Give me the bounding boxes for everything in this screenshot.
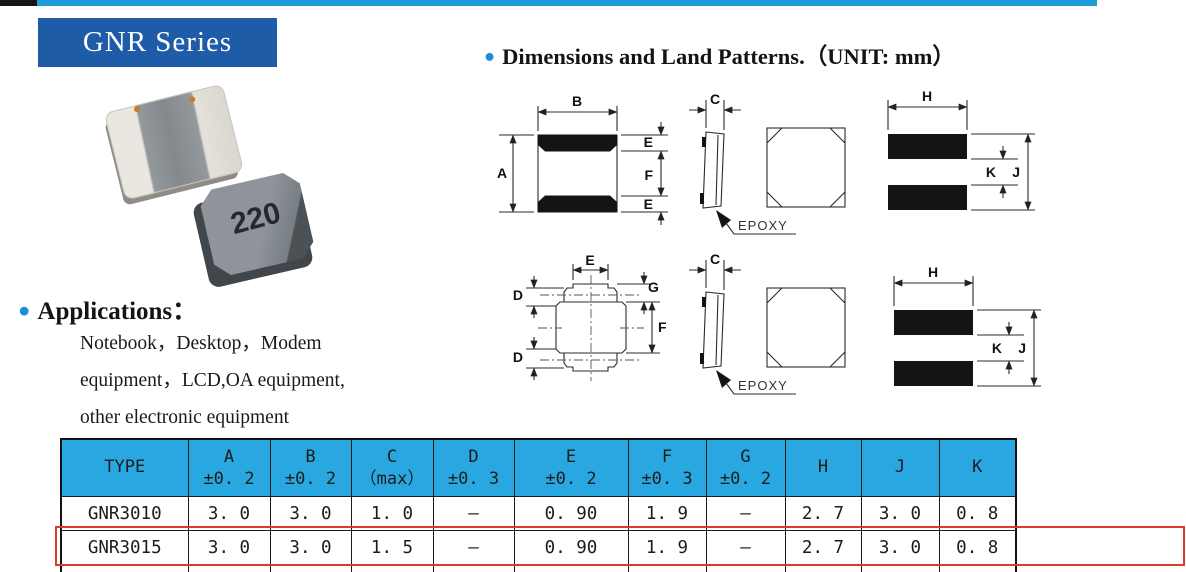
dimensions-heading-text: Dimensions and Land Patterns.（UNIT: mm） xyxy=(502,44,955,69)
dim-label-H: H xyxy=(922,88,932,104)
dim-label-G: G xyxy=(648,279,659,295)
solder-dot xyxy=(188,95,196,103)
col-header-j: J xyxy=(860,438,940,497)
col-header-c: C （max） xyxy=(350,438,434,497)
inductor-photo-bottom-view xyxy=(103,83,245,201)
cell-type: GNR3010 xyxy=(60,496,189,531)
applications-heading-text: Applications： xyxy=(37,298,198,325)
cell-type: GNR4018 xyxy=(60,564,189,572)
dim-label-J: J xyxy=(1012,164,1020,180)
series-title-box: GNR Series xyxy=(38,18,277,67)
col-header-k: K xyxy=(938,438,1017,497)
dimensions-heading: ● Dimensions and Land Patterns.（UNIT: mm） xyxy=(484,39,955,71)
dim-label-F: F xyxy=(644,167,653,183)
dim-label-F: F xyxy=(658,319,667,335)
col-header-type: TYPE xyxy=(60,438,189,497)
dim-label-D: D xyxy=(513,287,523,303)
dim-label-D: D xyxy=(513,349,523,365)
spec-table: TYPE A ±0. 2 B ±0. 2 C （max） D ±0. 3 E ±0. 2 … xyxy=(60,438,1017,572)
col-header-a: A ±0. 2 xyxy=(187,438,271,497)
front-view-drawing: B A E F E xyxy=(497,93,668,225)
applications-text: Notebook，Desktop，Modem equipment，LCD,OA … xyxy=(80,325,345,436)
bullet-icon: ● xyxy=(484,46,496,66)
applications-line: equipment，LCD,OA equipment, xyxy=(80,370,345,391)
dim-label-E: E xyxy=(585,252,594,268)
inductance-marking: 220 xyxy=(227,196,285,242)
dim-label-E: E xyxy=(644,134,653,150)
col-header-h: H xyxy=(784,438,862,497)
side-view-drawing-2 xyxy=(689,251,845,394)
bottom-view-drawing: E G F D D xyxy=(513,252,667,381)
land-pattern-drawing-2 xyxy=(894,264,1041,386)
applications-line: Notebook，Desktop，Modem xyxy=(80,333,322,354)
dim-label-A: A xyxy=(497,165,507,181)
product-photo: 220 xyxy=(90,80,350,290)
dim-label-K: K xyxy=(986,164,996,180)
top-bar-black-segment xyxy=(0,0,37,6)
cell-type: GNR3015 xyxy=(60,530,189,565)
top-bar-cyan-segment xyxy=(37,0,1097,6)
dimension-drawings: B A E F E C EPOXY xyxy=(497,88,1060,415)
bullet-icon: ● xyxy=(18,300,31,322)
applications-line: other electronic equipment xyxy=(80,407,289,428)
applications-heading: ● Applications： xyxy=(18,291,197,327)
solder-dot xyxy=(133,105,141,113)
land-pattern-drawing: H K J xyxy=(887,88,1035,211)
col-header-e: E ±0. 2 xyxy=(513,438,629,497)
epoxy-label: EPOXY xyxy=(738,218,788,233)
col-header-b: B ±0. 2 xyxy=(269,438,352,497)
col-header-f: F ±0. 3 xyxy=(627,438,707,497)
table-row-gnr3010: GNR3010 3. 0 3. 0 1. 0 – 0. 90 1. 9 – 2.… xyxy=(60,496,1017,531)
dim-label-B: B xyxy=(572,93,582,109)
series-title: GNR Series xyxy=(82,26,233,58)
table-row-gnr4018: GNR4018 4. 0 4. 0 1. 8 1. 10 2. 5 3. 7 4… xyxy=(60,564,1017,572)
dim-label-E: E xyxy=(644,196,653,212)
side-view-drawing: C EPOXY xyxy=(689,91,846,235)
col-header-d: D ±0. 3 xyxy=(432,438,515,497)
dim-label-C: C xyxy=(710,91,720,107)
table-row-gnr3015: GNR3015 3. 0 3. 0 1. 5 – 0. 90 1. 9 – 2.… xyxy=(60,530,1017,565)
col-header-g: G ±0. 2 xyxy=(705,438,786,497)
table-header-row: TYPE A ±0. 2 B ±0. 2 C （max） D ±0. 3 E ±0. 2 … xyxy=(60,438,1017,497)
